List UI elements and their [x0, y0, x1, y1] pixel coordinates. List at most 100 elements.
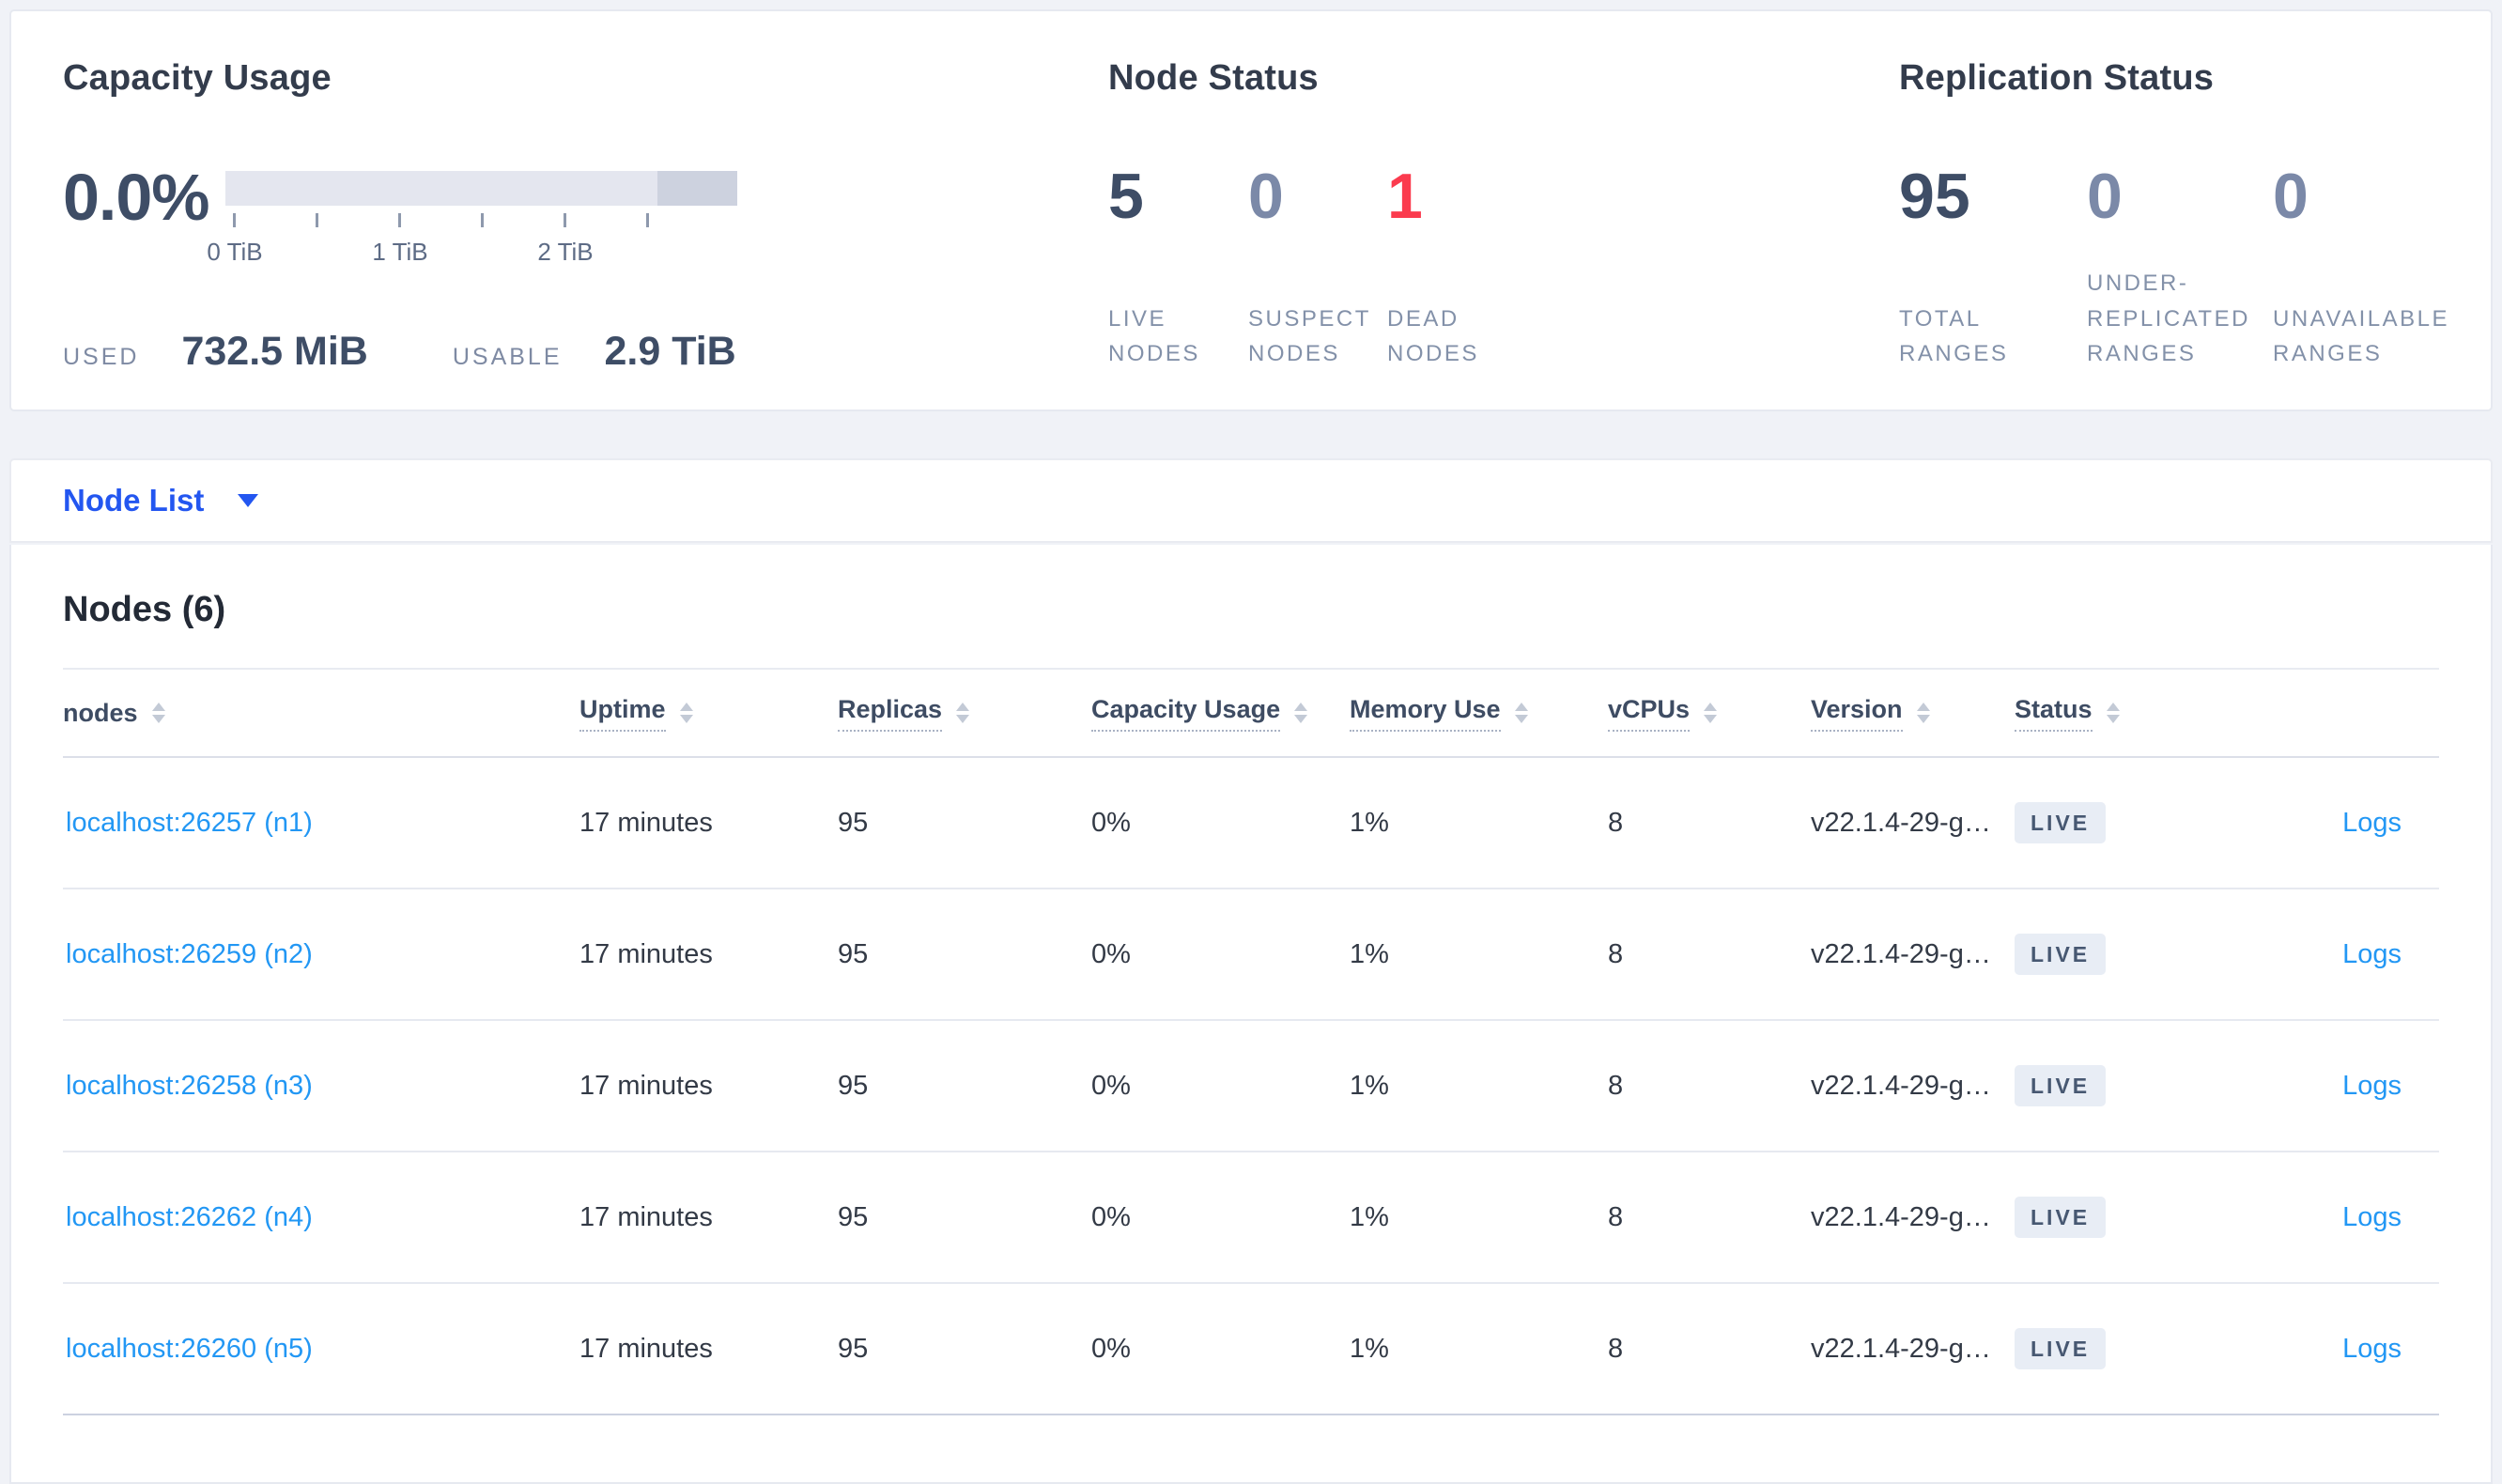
sort-icon[interactable] — [1916, 703, 1930, 723]
version-cell: v22.1.4-29-g… — [1811, 1201, 1991, 1232]
version-cell: v22.1.4-29-g… — [1811, 1333, 1991, 1364]
capacity-usage-cell: 0% — [1091, 938, 1131, 969]
dead-nodes-value: 1 — [1387, 161, 1423, 232]
unavailable-ranges-label: UNAVAILABLE RANGES — [2273, 305, 2450, 366]
sort-icon[interactable] — [679, 703, 693, 723]
table-row: localhost:26262 (n4) 17 minutes 95 0% 1%… — [63, 1152, 2439, 1284]
sort-icon[interactable] — [956, 703, 970, 723]
sort-icon[interactable] — [151, 703, 165, 723]
capacity-usage-cell: 0% — [1091, 1333, 1131, 1364]
axis-tick — [233, 213, 236, 227]
version-cell: v22.1.4-29-g… — [1811, 1070, 1991, 1101]
node-list-dropdown[interactable]: Node List — [63, 483, 205, 518]
capacity-bar — [225, 171, 737, 206]
column-header-version[interactable]: Version — [1811, 695, 2015, 732]
axis-tick-label: 2 TiB — [537, 238, 594, 266]
node-address-link[interactable]: localhost:26257 (n1) — [66, 807, 313, 838]
column-header-vcpus[interactable]: vCPUs — [1608, 695, 1811, 732]
column-header-uptime[interactable]: Uptime — [579, 695, 838, 732]
node-address-link[interactable]: localhost:26259 (n2) — [66, 938, 313, 969]
live-nodes-label: LIVE NODES — [1108, 305, 1200, 366]
node-address-link[interactable]: localhost:26258 (n3) — [66, 1070, 313, 1101]
under-replicated-ranges-stat: 0 UNDER-REPLICATED RANGES — [2087, 164, 2273, 371]
replicas-cell: 95 — [838, 1333, 869, 1364]
replication-status-title: Replication Status — [1899, 58, 2215, 98]
table-row: localhost:26260 (n5) 17 minutes 95 0% 1%… — [63, 1284, 2439, 1415]
uptime-cell: 17 minutes — [579, 1201, 713, 1232]
vcpus-cell: 8 — [1608, 1070, 1624, 1101]
total-ranges-stat: 95 TOTAL RANGES — [1899, 164, 2087, 371]
unavailable-ranges-value: 0 — [2273, 161, 2309, 232]
cluster-overview-page: Capacity Usage 0.0% 0 TiB 1 TiB 2 TiB — [0, 9, 2502, 1484]
capacity-usage-cell: 0% — [1091, 1201, 1131, 1232]
live-nodes-value: 5 — [1108, 161, 1144, 232]
table-row: localhost:26259 (n2) 17 minutes 95 0% 1%… — [63, 889, 2439, 1021]
under-replicated-ranges-label: UNDER-REPLICATED RANGES — [2087, 271, 2250, 366]
memory-use-cell: 1% — [1350, 1070, 1389, 1101]
vcpus-cell: 8 — [1608, 807, 1624, 838]
status-badge: LIVE — [2015, 1328, 2107, 1369]
replicas-cell: 95 — [838, 1070, 869, 1101]
vcpus-cell: 8 — [1608, 1333, 1624, 1364]
logs-link[interactable]: Logs — [2342, 938, 2402, 969]
axis-tick — [564, 213, 566, 227]
vcpus-cell: 8 — [1608, 1201, 1624, 1232]
node-address-link[interactable]: localhost:26260 (n5) — [66, 1333, 313, 1364]
version-cell: v22.1.4-29-g… — [1811, 807, 1991, 838]
nodes-card: Nodes (6) nodes Uptime Replicas Capacity… — [9, 545, 2493, 1484]
status-badge: LIVE — [2015, 1197, 2107, 1238]
sort-icon[interactable] — [2106, 703, 2120, 723]
axis-tick — [398, 213, 401, 227]
sort-icon[interactable] — [1514, 703, 1528, 723]
replicas-cell: 95 — [838, 807, 869, 838]
total-ranges-value: 95 — [1899, 161, 1970, 232]
memory-use-cell: 1% — [1350, 1333, 1389, 1364]
node-status-panel: Node Status 5 LIVE NODES 0 SUSPECT NODES… — [1108, 58, 1850, 371]
uptime-cell: 17 minutes — [579, 938, 713, 969]
axis-tick-label: 1 TiB — [372, 238, 428, 266]
capacity-usage-cell: 0% — [1091, 807, 1131, 838]
suspect-nodes-label: SUSPECT NODES — [1248, 305, 1371, 366]
capacity-usage-bar-chart: 0 TiB 1 TiB 2 TiB — [207, 164, 751, 277]
column-header-status[interactable]: Status — [2015, 695, 2239, 732]
table-header-row: nodes Uptime Replicas Capacity Usage Mem… — [63, 668, 2439, 758]
status-badge: LIVE — [2015, 1065, 2107, 1106]
version-cell: v22.1.4-29-g… — [1811, 938, 1991, 969]
vcpus-cell: 8 — [1608, 938, 1624, 969]
live-nodes-stat: 5 LIVE NODES — [1108, 164, 1248, 371]
under-replicated-ranges-value: 0 — [2087, 161, 2123, 232]
column-header-capacity-usage[interactable]: Capacity Usage — [1091, 695, 1350, 732]
logs-link[interactable]: Logs — [2342, 807, 2402, 838]
column-header-memory-use[interactable]: Memory Use — [1350, 695, 1608, 732]
suspect-nodes-value: 0 — [1248, 161, 1284, 232]
logs-link[interactable]: Logs — [2342, 1201, 2402, 1232]
logs-link[interactable]: Logs — [2342, 1070, 2402, 1101]
column-header-nodes[interactable]: nodes — [63, 699, 579, 728]
cluster-summary-card: Capacity Usage 0.0% 0 TiB 1 TiB 2 TiB — [9, 9, 2493, 411]
dead-nodes-label: DEAD NODES — [1387, 305, 1479, 366]
usable-value: 2.9 TiB — [604, 329, 736, 374]
node-address-link[interactable]: localhost:26262 (n4) — [66, 1201, 313, 1232]
uptime-cell: 17 minutes — [579, 1333, 713, 1364]
table-row: localhost:26258 (n3) 17 minutes 95 0% 1%… — [63, 1021, 2439, 1152]
uptime-cell: 17 minutes — [579, 807, 713, 838]
nodes-table: nodes Uptime Replicas Capacity Usage Mem… — [63, 668, 2439, 1415]
sort-icon[interactable] — [1704, 703, 1718, 723]
column-header-replicas[interactable]: Replicas — [838, 695, 1091, 732]
view-selector-bar[interactable]: Node List — [9, 458, 2493, 543]
capacity-legend: USED 732.5 MiB USABLE 2.9 TiB — [63, 329, 736, 375]
logs-link[interactable]: Logs — [2342, 1333, 2402, 1364]
status-badge: LIVE — [2015, 934, 2107, 975]
suspect-nodes-stat: 0 SUSPECT NODES — [1248, 164, 1387, 371]
replicas-cell: 95 — [838, 1201, 869, 1232]
axis-tick — [646, 213, 649, 227]
chevron-down-icon[interactable] — [238, 494, 259, 507]
capacity-used-percent: 0.0% — [63, 161, 210, 234]
axis-tick-label: 0 TiB — [207, 238, 263, 266]
replication-status-panel: Replication Status 95 TOTAL RANGES 0 UND… — [1899, 58, 2500, 371]
sort-icon[interactable] — [1294, 703, 1308, 723]
axis-tick — [316, 213, 318, 227]
dead-nodes-stat: 1 DEAD NODES — [1387, 164, 1556, 371]
capacity-bar-reserved-segment — [657, 171, 737, 206]
replicas-cell: 95 — [838, 938, 869, 969]
